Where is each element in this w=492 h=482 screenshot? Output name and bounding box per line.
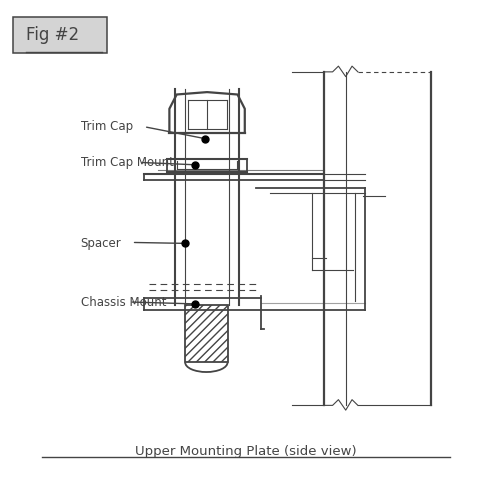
Text: Upper Mounting Plate (side view): Upper Mounting Plate (side view) xyxy=(135,445,357,458)
Bar xyxy=(185,305,227,362)
Bar xyxy=(12,17,107,53)
Text: Chassis Mount: Chassis Mount xyxy=(81,296,166,309)
Text: Spacer: Spacer xyxy=(81,237,122,250)
Text: Fig #2: Fig #2 xyxy=(26,26,79,44)
Text: Trim Cap: Trim Cap xyxy=(81,120,133,133)
Text: Trim Cap Mount: Trim Cap Mount xyxy=(81,156,174,169)
